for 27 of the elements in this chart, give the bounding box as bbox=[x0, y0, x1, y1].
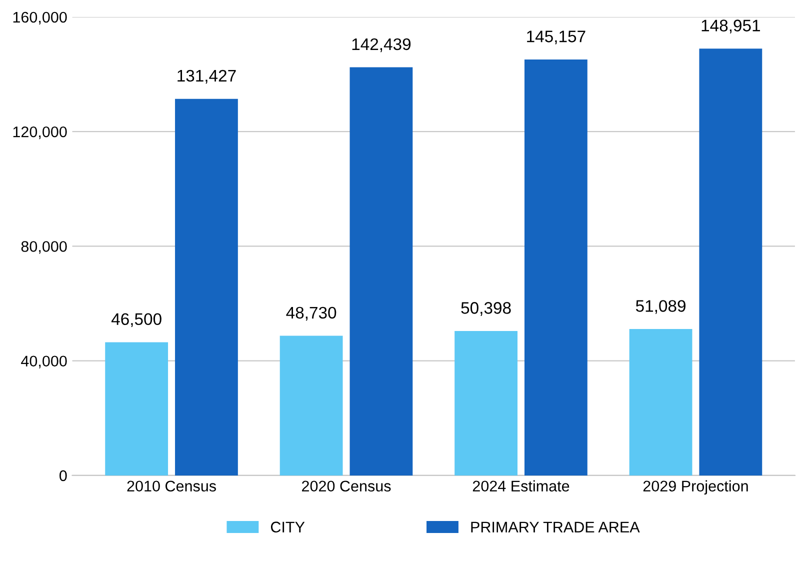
data-label: 148,951 bbox=[702, 20, 760, 34]
data-label: 48,730 bbox=[286, 306, 336, 321]
y-tick-label: 80,000 bbox=[21, 241, 67, 254]
x-tick-label: 2020 Census bbox=[302, 480, 391, 492]
bar bbox=[280, 336, 343, 476]
y-tick-label: 40,000 bbox=[21, 356, 67, 368]
bar bbox=[350, 67, 413, 476]
y-tick-label: 120,000 bbox=[13, 126, 67, 140]
data-label: 131,427 bbox=[178, 70, 236, 84]
data-label: 145,157 bbox=[527, 30, 586, 44]
x-tick-label: 2024 Estimate bbox=[472, 480, 570, 492]
legend-label: CITY bbox=[270, 522, 305, 533]
bar bbox=[629, 329, 692, 476]
data-label: 50,398 bbox=[461, 302, 511, 316]
y-tick-label: 160,000 bbox=[13, 12, 67, 24]
legend-label: PRIMARY TRADE AREA bbox=[471, 522, 640, 532]
bar bbox=[175, 98, 238, 476]
bar bbox=[454, 331, 518, 476]
x-tick-label: 2010 Census bbox=[127, 480, 216, 492]
bar bbox=[699, 48, 762, 476]
data-label: 46,500 bbox=[111, 313, 162, 327]
y-tick-label: 0 bbox=[60, 470, 67, 482]
x-tick-label: 2029 Projection bbox=[643, 480, 748, 495]
bar bbox=[524, 60, 588, 476]
data-label: 142,439 bbox=[352, 38, 411, 52]
bar bbox=[105, 342, 168, 476]
data-label: 51,089 bbox=[636, 300, 686, 314]
